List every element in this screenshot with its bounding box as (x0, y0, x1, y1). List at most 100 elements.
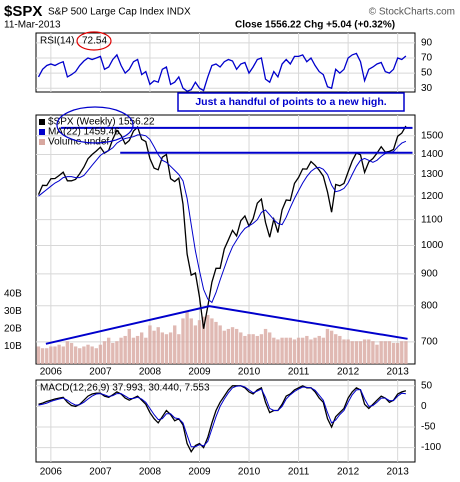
x-tick-label: 2009 (188, 467, 211, 478)
volume-bar (272, 337, 276, 364)
volume-bar (152, 330, 156, 364)
volume-bar (189, 318, 193, 364)
annotation: Just a handful of points to a new high. (195, 96, 386, 108)
volume-bar (329, 330, 334, 364)
volume-bar (102, 341, 107, 364)
legend-swatch (39, 119, 45, 125)
x-tick-label: 2006 (40, 367, 63, 378)
trend-line (45, 305, 408, 345)
y-tick-label: 1000 (421, 240, 444, 251)
volume-bar (284, 337, 288, 364)
volume-bar (313, 337, 317, 364)
volume-bar (259, 334, 264, 364)
volume-bar (173, 325, 177, 364)
volume-bar (90, 346, 94, 364)
volume-bar (131, 337, 136, 364)
volume-bar (301, 337, 305, 364)
legend-label: Volume undef (48, 137, 109, 148)
volume-bar (367, 339, 371, 364)
x-tick-label: 2011 (288, 467, 310, 478)
volume-bar (193, 325, 198, 364)
volume-bar (255, 335, 259, 364)
volume-bar (387, 341, 392, 364)
x-tick-label: 2008 (139, 467, 162, 478)
y-tick-label: 90 (421, 37, 433, 48)
volume-bar (94, 348, 98, 364)
volume-bar (115, 341, 119, 364)
volume-bar (181, 318, 185, 364)
volume-bar (106, 337, 111, 364)
panel-label: MACD(12,26,9) 37.993, 30.440, 7.553 (40, 383, 210, 394)
volume-bar (296, 337, 301, 364)
volume-bar (148, 325, 152, 364)
volume-bar (321, 337, 326, 364)
volume-bar (201, 316, 206, 364)
volume-bar (222, 330, 226, 364)
volume-bar (263, 328, 268, 364)
symbol: $SPX (4, 3, 42, 20)
volume-bar (78, 348, 82, 364)
x-tick-label: 2013 (387, 467, 410, 478)
volume-bar (36, 346, 41, 364)
volume-bar (292, 339, 297, 364)
volume-bar (98, 344, 103, 364)
y-tick-label: -50 (421, 422, 436, 433)
volume-bar (73, 346, 78, 364)
volume-bar (82, 346, 86, 364)
volume-bar (358, 341, 363, 364)
x-tick-label: 2010 (238, 467, 261, 478)
volume-bar (400, 341, 404, 364)
volume-bar (86, 344, 90, 364)
volume-bar (40, 348, 45, 364)
volume-bar (160, 332, 165, 364)
x-tick-label: 2007 (89, 467, 112, 478)
date: 11-Mar-2013 (4, 20, 61, 31)
volume-bar (268, 332, 272, 364)
y-tick-label: 50 (421, 380, 433, 391)
x-tick-label: 2007 (89, 367, 112, 378)
panel-value: 72.54 (82, 36, 107, 47)
volume-bar (338, 335, 342, 364)
chart-title: S&P 500 Large Cap Index INDX (48, 7, 191, 18)
volume-bar (123, 335, 127, 364)
volume-bar (362, 339, 367, 364)
volume-bar (383, 341, 387, 364)
y-tick-label: 1100 (421, 214, 443, 225)
volume-bar (371, 341, 375, 364)
volume-bar (45, 348, 49, 364)
volume-bar (354, 341, 359, 364)
volume-bar (139, 332, 144, 364)
legend-swatch (39, 129, 45, 135)
volume-bar (234, 328, 239, 364)
y-tick-label: 30 (421, 83, 433, 94)
volume-bar (127, 328, 131, 364)
y-tick-label: 800 (421, 300, 438, 311)
x-tick-label: 2010 (238, 367, 261, 378)
quote: Close 1556.22 Chg +5.04 (+0.32%) (235, 20, 395, 31)
x-tick-label: 2011 (288, 367, 310, 378)
volume-bar (197, 320, 202, 364)
volume-bar (135, 335, 140, 364)
y-tick-label: -100 (421, 442, 441, 453)
series-line (37, 125, 407, 329)
volume-bar (251, 334, 255, 364)
legend-label: $SPX (Weekly) 1556.22 (48, 117, 155, 128)
volume-bar (218, 325, 222, 364)
series-line (38, 385, 406, 448)
panel-label: RSI(14) (40, 36, 74, 47)
volume-bar (61, 346, 65, 364)
legend-swatch (39, 139, 45, 145)
panels: 90 70 50 30 RSI(14) 72.54 1500 1400 1300 1200 1100… (4, 32, 444, 478)
volume-bar (350, 341, 354, 364)
y2-tick-label: 10B (4, 341, 22, 352)
volume-bar (325, 328, 330, 364)
volume-bar (346, 339, 350, 364)
volume-bar (375, 344, 379, 364)
y2-tick-label: 40B (4, 288, 22, 299)
volume-bar (305, 335, 309, 364)
source: © StockCharts.com (369, 7, 455, 18)
volume-bar (239, 332, 243, 364)
y2-tick-label: 20B (4, 324, 22, 335)
volume-bar (317, 335, 321, 364)
